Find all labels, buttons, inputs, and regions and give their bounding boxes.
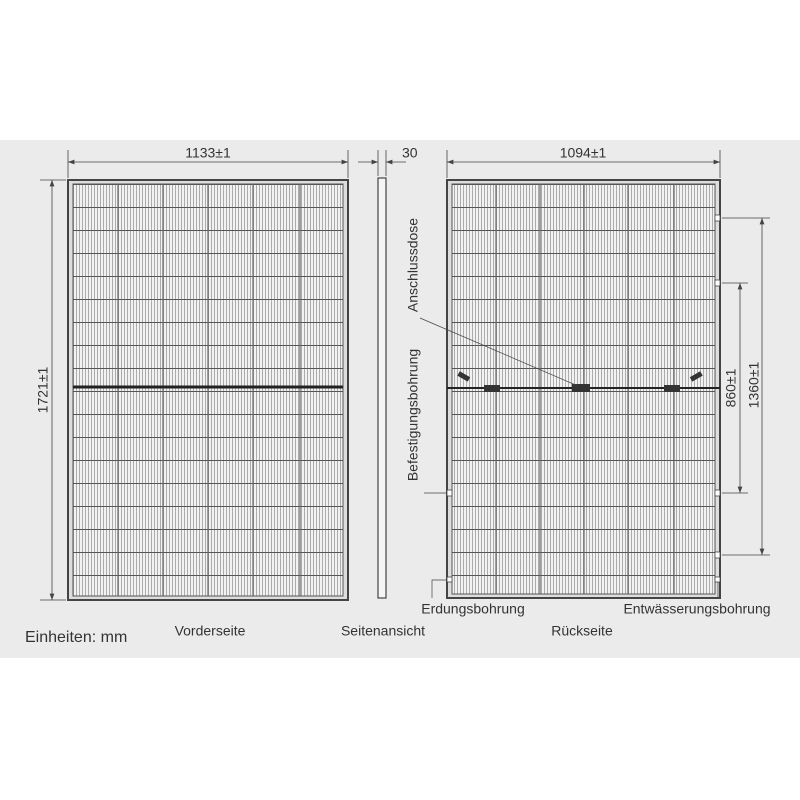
units-note: Einheiten: mm: [25, 629, 127, 646]
callout: Erdungsbohrung: [421, 601, 525, 617]
front-panel: [67, 179, 349, 601]
dimension-label: 1133±1: [185, 145, 231, 161]
view-label: Rückseite: [551, 623, 613, 639]
dimension-lines: [40, 150, 770, 601]
dimension-label: 1360±1: [746, 361, 762, 408]
dimension-label: 1721±1: [35, 366, 51, 413]
view-label: Seitenansicht: [341, 623, 425, 639]
side-panel: [377, 177, 387, 599]
view-label: Vorderseite: [175, 623, 246, 639]
back-panel: [446, 179, 721, 599]
leader-lines: [419, 317, 719, 598]
callout: Anschlussdose: [405, 218, 421, 312]
callout: Entwässerungsbohrung: [623, 601, 770, 617]
dimension-label: 860±1: [723, 368, 739, 407]
dimension-label: 1094±1: [560, 145, 607, 161]
callout: Befestigungsbohrung: [405, 349, 421, 481]
dimension-label: 30: [402, 145, 418, 161]
